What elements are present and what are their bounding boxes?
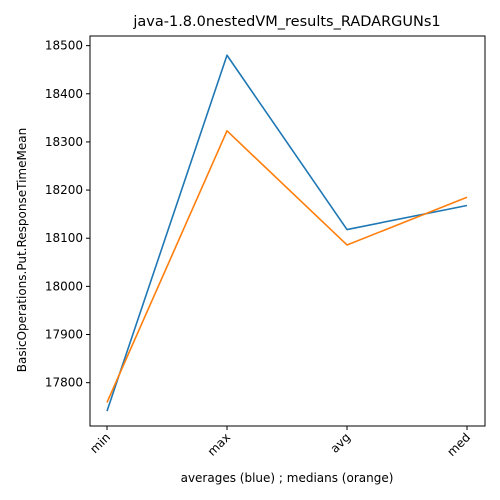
y-tick-label: 18100 xyxy=(45,231,83,245)
y-tick-label: 18000 xyxy=(45,279,83,293)
y-tick-label: 18300 xyxy=(45,135,83,149)
axes-frame xyxy=(89,35,486,427)
plot-area xyxy=(106,54,468,412)
x-axis-label: averages (blue) ; medians (orange) xyxy=(181,471,394,485)
y-tick-label: 18200 xyxy=(45,183,83,197)
series-line-1 xyxy=(106,54,468,412)
y-tick-label: 18400 xyxy=(45,87,83,101)
series-line-2 xyxy=(106,130,468,403)
y-axis-label: BasicOperations.Put.ResponseTimeMean xyxy=(15,128,29,372)
chart-title: java-1.8.0nestedVM_results_RADARGUNs1 xyxy=(132,14,440,30)
y-tick-label: 17900 xyxy=(45,328,83,342)
y-tick-label: 17800 xyxy=(45,376,83,390)
y-tick-label: 18500 xyxy=(45,39,83,53)
